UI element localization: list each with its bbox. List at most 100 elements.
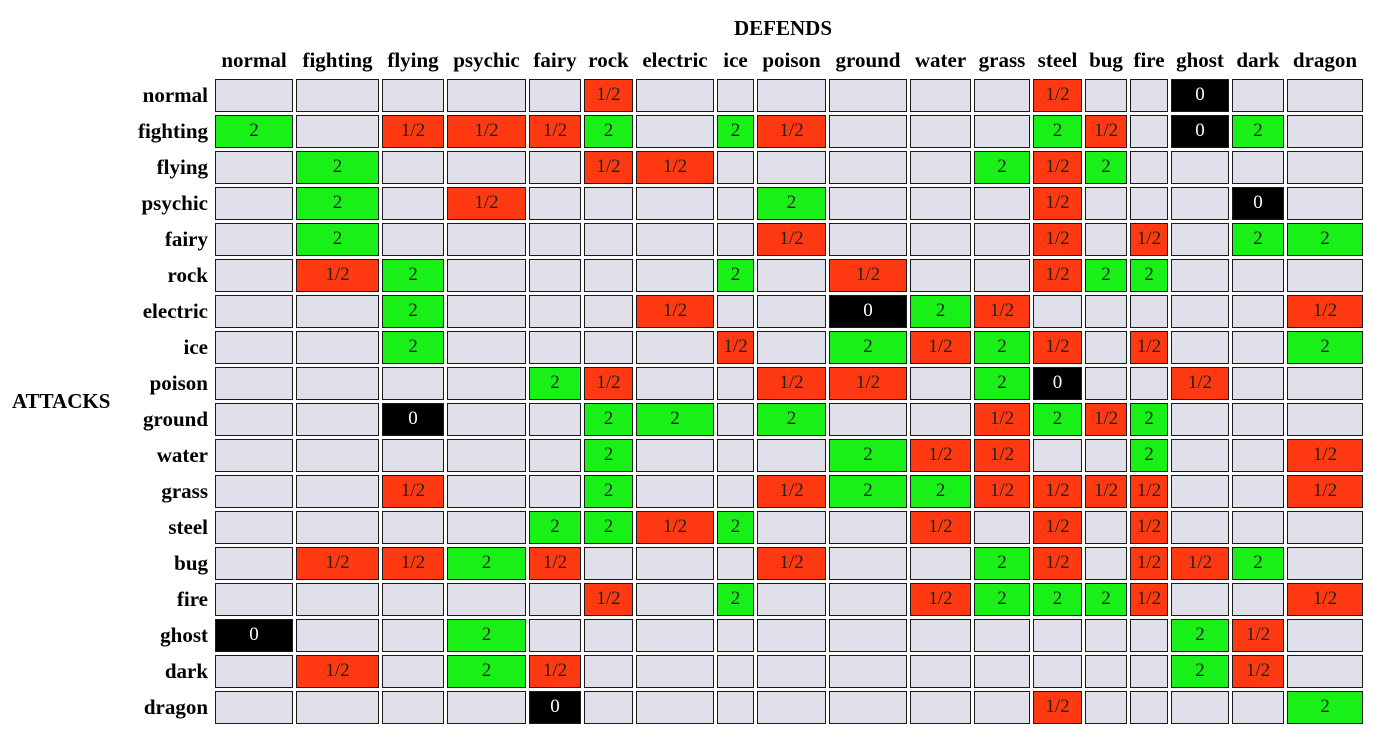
cell-fighting-vs-fairy: 1/2: [529, 115, 581, 148]
cell-psychic-vs-normal: [215, 187, 293, 220]
cell-fairy-vs-fighting: 2: [296, 223, 379, 256]
cell-ghost-vs-ice: [717, 619, 754, 652]
cell-normal-vs-normal: [215, 79, 293, 112]
cell-electric-vs-grass: 1/2: [974, 295, 1030, 328]
cell-fairy-vs-normal: [215, 223, 293, 256]
cell-steel-vs-fairy: 2: [529, 511, 581, 544]
cell-normal-vs-ghost: 0: [1171, 79, 1229, 112]
cell-flying-vs-flying: [382, 151, 444, 184]
cell-grass-vs-bug: 1/2: [1085, 475, 1127, 508]
cell-rock-vs-fighting: 1/2: [296, 259, 379, 292]
cell-fighting-vs-bug: 1/2: [1085, 115, 1127, 148]
cell-fire-vs-dark: [1232, 583, 1284, 616]
cell-dark-vs-dragon: [1287, 655, 1363, 688]
cell-poison-vs-bug: [1085, 367, 1127, 400]
cell-steel-vs-water: 1/2: [910, 511, 971, 544]
cell-rock-vs-psychic: [447, 259, 526, 292]
cell-poison-vs-water: [910, 367, 971, 400]
cell-steel-vs-normal: [215, 511, 293, 544]
cell-dark-vs-fire: [1130, 655, 1168, 688]
column-header-bug: bug: [1089, 48, 1123, 72]
column-header-water: water: [914, 48, 967, 72]
cell-water-vs-dark: [1232, 439, 1284, 472]
cell-fire-vs-fairy: [529, 583, 581, 616]
cell-ground-vs-fire: 2: [1130, 403, 1168, 436]
cell-grass-vs-flying: 1/2: [382, 475, 444, 508]
row-header-electric: electric: [142, 299, 208, 323]
cell-ghost-vs-bug: [1085, 619, 1127, 652]
cell-fairy-vs-ice: [717, 223, 754, 256]
cell-ghost-vs-ghost: 2: [1171, 619, 1229, 652]
cell-steel-vs-ice: 2: [717, 511, 754, 544]
cell-fire-vs-grass: 2: [974, 583, 1030, 616]
cell-fairy-vs-fairy: [529, 223, 581, 256]
cell-water-vs-fighting: [296, 439, 379, 472]
cell-bug-vs-water: [910, 547, 971, 580]
cell-rock-vs-ground: 1/2: [829, 259, 907, 292]
cell-psychic-vs-water: [910, 187, 971, 220]
cell-ice-vs-rock: [584, 331, 633, 364]
column-header-flying: flying: [387, 48, 439, 72]
cell-normal-vs-steel: 1/2: [1033, 79, 1082, 112]
cell-fire-vs-fire: 1/2: [1130, 583, 1168, 616]
cell-fire-vs-steel: 2: [1033, 583, 1082, 616]
cell-bug-vs-rock: [584, 547, 633, 580]
cell-poison-vs-fire: [1130, 367, 1168, 400]
cell-electric-vs-rock: [584, 295, 633, 328]
cell-grass-vs-ghost: [1171, 475, 1229, 508]
cell-water-vs-psychic: [447, 439, 526, 472]
cell-ghost-vs-fighting: [296, 619, 379, 652]
cell-grass-vs-poison: 1/2: [757, 475, 826, 508]
cell-electric-vs-psychic: [447, 295, 526, 328]
cell-electric-vs-poison: [757, 295, 826, 328]
cell-electric-vs-ice: [717, 295, 754, 328]
cell-bug-vs-bug: [1085, 547, 1127, 580]
row-header-dark: dark: [164, 659, 208, 683]
cell-fire-vs-ground: [829, 583, 907, 616]
cell-ice-vs-fighting: [296, 331, 379, 364]
cell-rock-vs-fire: 2: [1130, 259, 1168, 292]
cell-water-vs-normal: [215, 439, 293, 472]
cell-bug-vs-ice: [717, 547, 754, 580]
cell-electric-vs-fairy: [529, 295, 581, 328]
cell-psychic-vs-poison: 2: [757, 187, 826, 220]
cell-fighting-vs-ground: [829, 115, 907, 148]
cell-ghost-vs-dragon: [1287, 619, 1363, 652]
row-header-fire: fire: [176, 587, 208, 611]
cell-psychic-vs-steel: 1/2: [1033, 187, 1082, 220]
cell-flying-vs-ground: [829, 151, 907, 184]
cell-fighting-vs-dragon: [1287, 115, 1363, 148]
cell-water-vs-poison: [757, 439, 826, 472]
cell-ghost-vs-electric: [636, 619, 714, 652]
cell-rock-vs-electric: [636, 259, 714, 292]
cell-dragon-vs-steel: 1/2: [1033, 691, 1082, 724]
row-header-bug: bug: [174, 551, 208, 575]
cell-bug-vs-normal: [215, 547, 293, 580]
cell-bug-vs-dark: 2: [1232, 547, 1284, 580]
cell-rock-vs-flying: 2: [382, 259, 444, 292]
cell-ground-vs-fighting: [296, 403, 379, 436]
cell-flying-vs-water: [910, 151, 971, 184]
cell-psychic-vs-psychic: 1/2: [447, 187, 526, 220]
column-header-fire: fire: [1133, 48, 1165, 72]
row-header-ghost: ghost: [160, 623, 208, 647]
cell-ground-vs-dragon: [1287, 403, 1363, 436]
cell-poison-vs-dark: [1232, 367, 1284, 400]
cell-dark-vs-fighting: 1/2: [296, 655, 379, 688]
row-header-steel: steel: [168, 515, 208, 539]
cell-electric-vs-ghost: [1171, 295, 1229, 328]
row-header-ice: ice: [183, 335, 208, 359]
cell-ice-vs-electric: [636, 331, 714, 364]
cell-electric-vs-fire: [1130, 295, 1168, 328]
cell-steel-vs-poison: [757, 511, 826, 544]
cell-bug-vs-fighting: 1/2: [296, 547, 379, 580]
cell-fighting-vs-poison: 1/2: [757, 115, 826, 148]
cell-psychic-vs-fire: [1130, 187, 1168, 220]
cell-rock-vs-normal: [215, 259, 293, 292]
row-header-rock: rock: [167, 263, 208, 287]
cell-dragon-vs-flying: [382, 691, 444, 724]
cell-bug-vs-steel: 1/2: [1033, 547, 1082, 580]
cell-dragon-vs-fighting: [296, 691, 379, 724]
cell-psychic-vs-grass: [974, 187, 1030, 220]
